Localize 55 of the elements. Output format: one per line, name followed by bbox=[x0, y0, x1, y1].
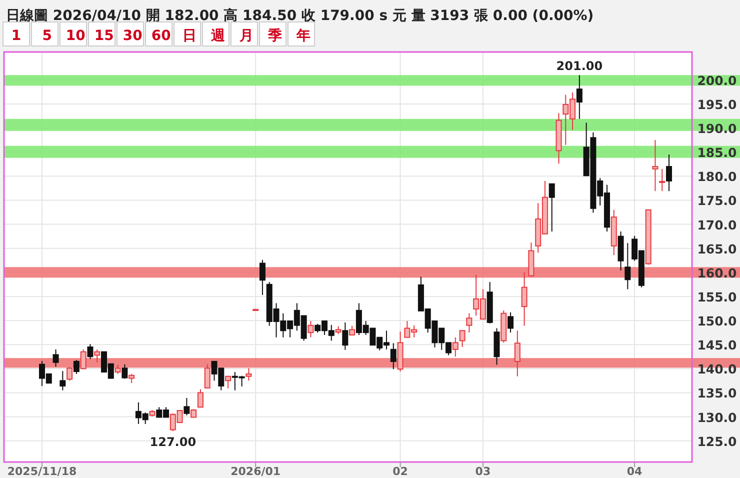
candlestick bbox=[197, 388, 204, 408]
candlestick bbox=[548, 183, 555, 232]
candlestick bbox=[73, 359, 80, 374]
y-tick-label: 155.0 bbox=[697, 289, 738, 304]
candlestick bbox=[652, 140, 658, 192]
y-tick-label: 195.0 bbox=[697, 96, 738, 112]
x-tick-label: 02 bbox=[392, 465, 408, 478]
candlestick bbox=[666, 154, 672, 192]
candlestick bbox=[624, 242, 631, 290]
y-tick-label: 165.0 bbox=[697, 241, 738, 256]
x-tick-label: 03 bbox=[475, 465, 491, 478]
candlestick bbox=[66, 366, 73, 382]
candlestick bbox=[204, 364, 210, 389]
candlestick bbox=[52, 348, 59, 368]
candlestick bbox=[60, 370, 66, 391]
candlestick bbox=[514, 330, 520, 377]
candlestick bbox=[349, 325, 356, 336]
candlestick bbox=[259, 259, 266, 296]
candlestick bbox=[342, 322, 348, 350]
candlestick bbox=[114, 364, 121, 374]
y-tick-label: 135.0 bbox=[697, 386, 738, 401]
x-tick-label: 2025/11/18 bbox=[7, 465, 77, 478]
candlestick bbox=[459, 330, 466, 348]
candlestick bbox=[659, 168, 666, 192]
y-tick-label: 130.0 bbox=[697, 410, 738, 425]
candlestick bbox=[246, 368, 252, 382]
text: 1 5 10 15 30 60 日 週 月 季 年 bbox=[11, 28, 311, 44]
y-tick-label: 145.0 bbox=[697, 338, 738, 353]
annotation: 201.00 bbox=[556, 59, 603, 74]
y-tick-label: 150.0 bbox=[697, 314, 738, 329]
candlestick bbox=[184, 398, 190, 416]
candlestick bbox=[128, 373, 135, 384]
chart-title: 日線圖 2026/04/10 開 182.00 高 184.50 收 179.00 s 元 量 3193 張 0.00 (0.00%) bbox=[6, 7, 594, 24]
candlestick bbox=[122, 364, 128, 380]
candlestick bbox=[508, 312, 514, 334]
candlestick bbox=[452, 336, 458, 358]
candlestick bbox=[225, 375, 232, 389]
y-tick-label: 175.0 bbox=[697, 193, 738, 208]
candlestick bbox=[576, 74, 582, 120]
candlestick bbox=[466, 312, 472, 334]
y-tick-label: 185.0 bbox=[697, 145, 738, 160]
x-tick-label: 2026/01 bbox=[230, 465, 281, 478]
x-tick-label: 04 bbox=[626, 465, 643, 478]
candlestick bbox=[94, 348, 100, 363]
y-tick-label: 200.0 bbox=[697, 72, 738, 88]
y-tick-label: 125.0 bbox=[697, 434, 738, 449]
candlestick bbox=[80, 348, 86, 370]
candlestick bbox=[390, 342, 396, 370]
y-tick-label: 160.0 bbox=[697, 265, 738, 280]
candlestick bbox=[521, 272, 528, 326]
y-tick-label: 170.0 bbox=[697, 217, 738, 232]
annotation: 127.00 bbox=[150, 435, 196, 450]
y-tick-label: 180.0 bbox=[697, 169, 738, 184]
candlestick bbox=[308, 320, 314, 338]
candlestick bbox=[87, 344, 94, 360]
